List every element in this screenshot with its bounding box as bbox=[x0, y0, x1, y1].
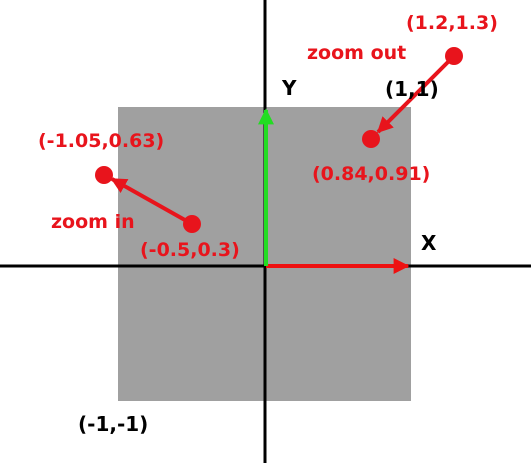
x-axis-label: X bbox=[421, 231, 437, 255]
zoom-in-start-point bbox=[183, 215, 201, 233]
zoom-in-start-label: (-0.5,0.3) bbox=[140, 239, 240, 261]
zoom-out-label: zoom out bbox=[307, 42, 406, 64]
y-axis-label: Y bbox=[281, 76, 297, 100]
zoom-out-arrow bbox=[376, 54, 456, 134]
zoom-in-end-label: (-1.05,0.63) bbox=[38, 130, 164, 152]
corner-label-top-right: (1,1) bbox=[385, 77, 439, 101]
zoom-in-end-point bbox=[95, 166, 113, 184]
zoom-out-end-label: (0.84,0.91) bbox=[312, 163, 430, 185]
zoom-in-arrow bbox=[110, 177, 193, 226]
zoom-out-start-label: (1.2,1.3) bbox=[406, 12, 498, 34]
zoom-out-start-point bbox=[445, 47, 463, 65]
zoom-in-label: zoom in bbox=[51, 211, 135, 233]
zoom-out-end-point bbox=[362, 130, 380, 148]
corner-label-bottom-left: (-1,-1) bbox=[78, 412, 148, 436]
